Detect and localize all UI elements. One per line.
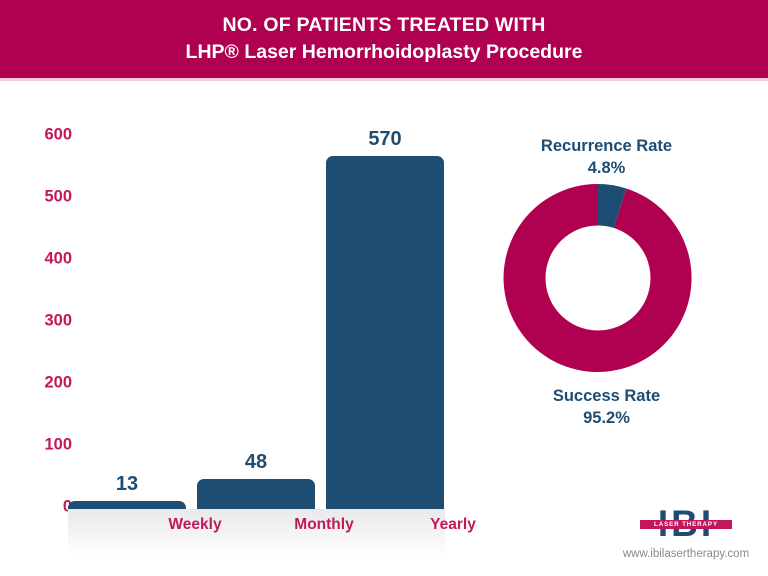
- donut-label-recurrence: Recurrence Rate: [540, 137, 673, 155]
- header-banner: NO. OF PATIENTS TREATED WITH LHP® Laser …: [0, 0, 768, 78]
- bar-rect-monthly[interactable]: [197, 479, 315, 509]
- y-tick-200: 200: [44, 373, 72, 392]
- header-divider: [0, 78, 768, 81]
- donut-graphic: [503, 183, 693, 373]
- bar-category-weekly: Weekly: [168, 516, 222, 533]
- bar-rect-yearly[interactable]: [326, 156, 444, 509]
- donut-hole: [545, 225, 651, 331]
- y-tick-500: 500: [44, 187, 72, 206]
- bar-plot-area: 13 Weekly 48 Monthly 570 Yearly: [68, 95, 476, 550]
- header-title-line-2: LHP® Laser Hemorrhoidoplasty Procedure: [185, 41, 583, 64]
- donut-value-success: 95.2%: [583, 409, 630, 427]
- donut-value-recurrence: 4.8%: [587, 159, 626, 177]
- y-tick-600: 600: [44, 125, 72, 144]
- bar-value-yearly: 570: [368, 128, 402, 150]
- logo-mark: IBI LASER THERAPY: [636, 505, 736, 543]
- header-title-line-1: NO. OF PATIENTS TREATED WITH: [222, 13, 546, 36]
- logo-tagline-banner: LASER THERAPY: [640, 520, 732, 529]
- donut-chart: Recurrence Rate 4.8% Success Rate 95.2%: [445, 95, 768, 535]
- bar-value-weekly: 13: [115, 473, 139, 495]
- y-tick-100: 100: [44, 435, 72, 454]
- bar-value-monthly: 48: [244, 451, 268, 473]
- bar-rect-weekly[interactable]: [68, 501, 186, 509]
- y-tick-0: 0: [6, 498, 72, 517]
- website-url[interactable]: www.ibilasertherapy.com: [622, 548, 750, 560]
- x-axis-band: [68, 509, 445, 555]
- donut-svg: [503, 183, 692, 372]
- y-axis: 600 500 400 300 200 100 0: [0, 95, 72, 550]
- y-tick-300: 300: [44, 311, 72, 330]
- bar-category-yearly: Yearly: [430, 516, 476, 533]
- donut-label-success: Success Rate: [552, 387, 661, 405]
- bar-chart: 600 500 400 300 200 100 0 13 Weekly 48 M…: [0, 95, 476, 555]
- brand-logo[interactable]: IBI LASER THERAPY www.ibilasertherapy.co…: [604, 505, 768, 573]
- bar-category-monthly: Monthly: [294, 516, 354, 533]
- y-tick-400: 400: [44, 249, 72, 268]
